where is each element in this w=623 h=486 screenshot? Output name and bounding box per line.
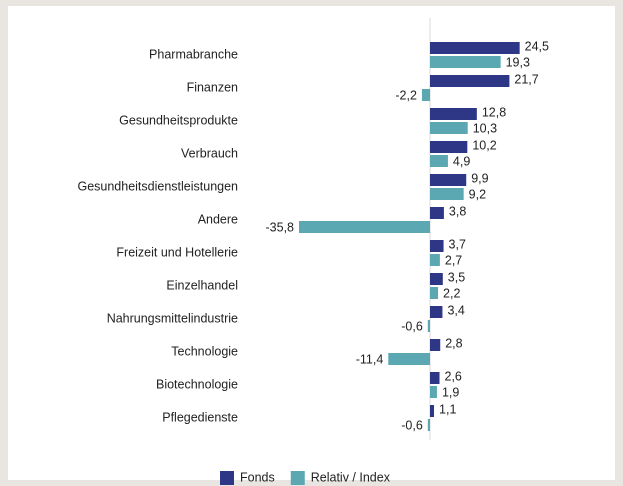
value-label: 9,9 bbox=[471, 171, 488, 185]
value-label: -11,4 bbox=[356, 352, 384, 366]
bar bbox=[430, 75, 510, 87]
value-label: 19,3 bbox=[506, 55, 530, 69]
value-label: 2,2 bbox=[443, 286, 460, 300]
value-label: 10,3 bbox=[473, 121, 497, 135]
bar bbox=[430, 386, 437, 398]
bar bbox=[430, 56, 501, 68]
bar bbox=[430, 306, 443, 318]
bar bbox=[430, 405, 435, 417]
value-label: -2,2 bbox=[395, 88, 417, 102]
category-label: Pharmabranche bbox=[149, 47, 238, 61]
value-label: 24,5 bbox=[525, 39, 549, 53]
value-label: 1,9 bbox=[442, 385, 459, 399]
bar bbox=[421, 89, 430, 101]
value-label: 1,1 bbox=[439, 402, 456, 416]
category-label: Verbrauch bbox=[181, 146, 238, 160]
bar bbox=[430, 273, 443, 285]
value-label: 2,8 bbox=[445, 336, 462, 350]
bar bbox=[430, 254, 440, 266]
value-label: -0,6 bbox=[401, 418, 423, 432]
bar bbox=[388, 353, 430, 365]
panel bbox=[8, 6, 615, 480]
category-label: Biotechnologie bbox=[156, 377, 238, 391]
category-label: Technologie bbox=[171, 344, 238, 358]
bar bbox=[430, 174, 467, 186]
bar bbox=[430, 207, 444, 219]
bar bbox=[430, 188, 464, 200]
legend-swatch bbox=[220, 471, 234, 485]
bar bbox=[299, 221, 430, 233]
category-label: Gesundheitsdienstleistungen bbox=[77, 179, 238, 193]
bar bbox=[430, 42, 520, 54]
bar bbox=[427, 320, 430, 332]
value-label: -0,6 bbox=[401, 319, 423, 333]
category-label: Freizeit und Hotellerie bbox=[116, 245, 238, 259]
bar bbox=[427, 419, 430, 431]
value-label: 4,9 bbox=[453, 154, 470, 168]
bar bbox=[430, 287, 439, 299]
bar bbox=[430, 108, 477, 120]
category-label: Pflegedienste bbox=[162, 410, 238, 424]
legend-label: Relativ / Index bbox=[311, 470, 391, 484]
value-label: 21,7 bbox=[514, 72, 538, 86]
bar bbox=[430, 339, 441, 351]
category-label: Gesundheitsprodukte bbox=[119, 113, 238, 127]
value-label: 2,7 bbox=[445, 253, 462, 267]
category-label: Andere bbox=[198, 212, 238, 226]
value-label: 3,4 bbox=[447, 303, 464, 317]
value-label: 3,7 bbox=[449, 237, 466, 251]
category-label: Einzelhandel bbox=[166, 278, 238, 292]
value-label: 10,2 bbox=[472, 138, 496, 152]
bar bbox=[430, 155, 448, 167]
value-label: -35,8 bbox=[266, 220, 295, 234]
legend-label: Fonds bbox=[240, 470, 275, 484]
bar bbox=[430, 240, 444, 252]
bar bbox=[430, 122, 468, 134]
category-label: Nahrungsmittelindustrie bbox=[107, 311, 238, 325]
category-label: Finanzen bbox=[187, 80, 238, 94]
bar bbox=[430, 141, 468, 153]
bar bbox=[430, 372, 440, 384]
legend-swatch bbox=[290, 471, 305, 485]
value-label: 12,8 bbox=[482, 105, 506, 119]
value-label: 3,5 bbox=[448, 270, 465, 284]
value-label: 3,8 bbox=[449, 204, 466, 218]
value-label: 9,2 bbox=[469, 187, 486, 201]
value-label: 2,6 bbox=[445, 369, 462, 383]
